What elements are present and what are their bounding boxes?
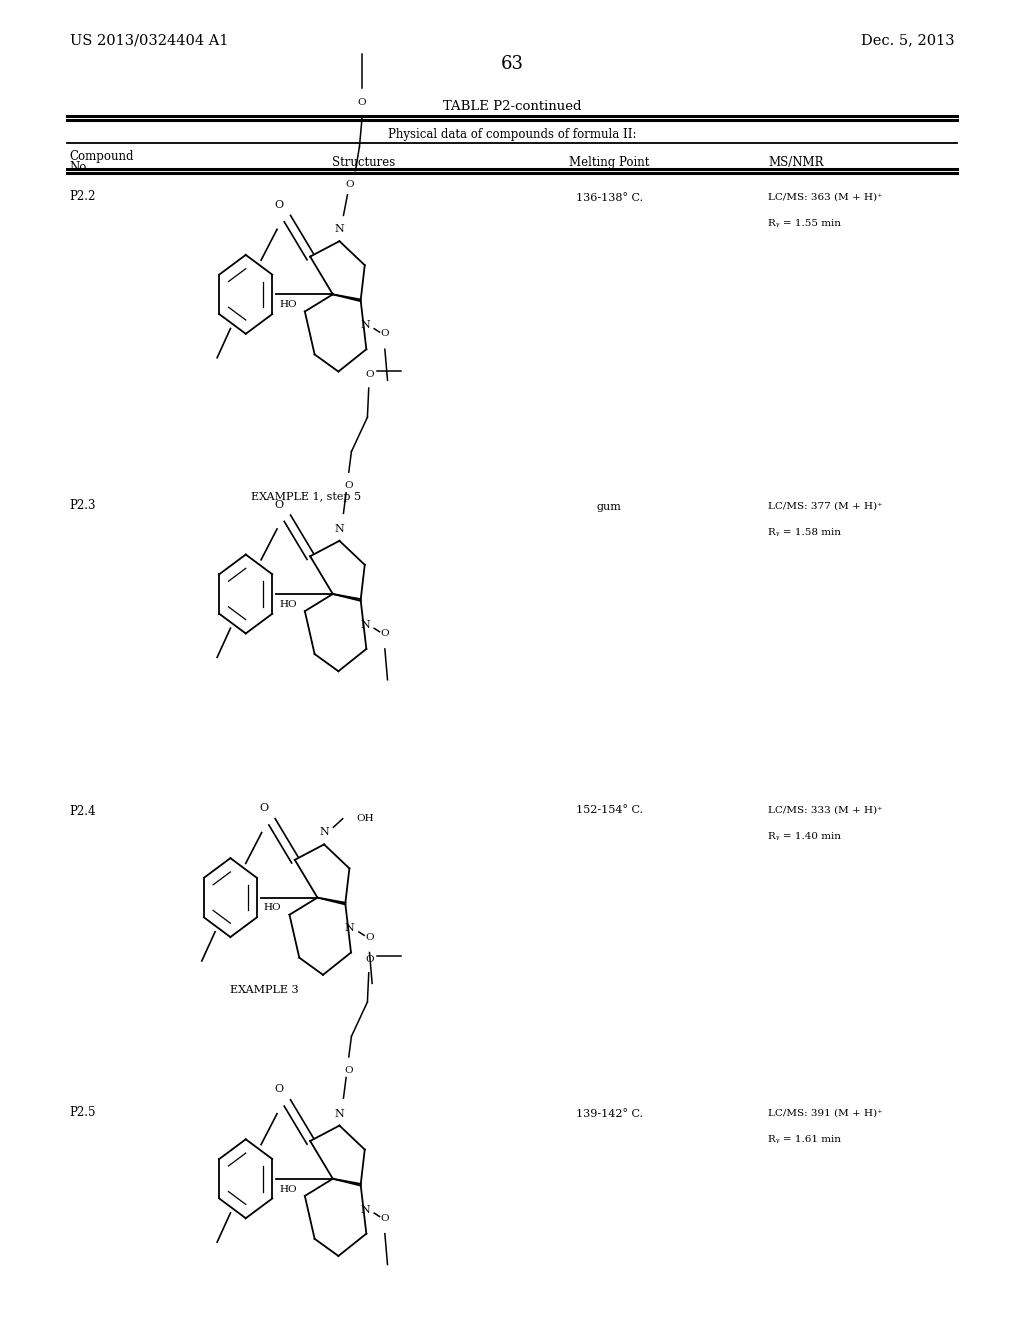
Text: HO: HO bbox=[280, 300, 297, 309]
Text: EXAMPLE 1, step 5: EXAMPLE 1, step 5 bbox=[251, 492, 361, 503]
Text: EXAMPLE 3: EXAMPLE 3 bbox=[230, 985, 299, 995]
Text: O: O bbox=[274, 500, 284, 510]
Text: LC/MS: 363 (M + H)⁺: LC/MS: 363 (M + H)⁺ bbox=[768, 193, 883, 202]
Text: P2.5: P2.5 bbox=[70, 1106, 96, 1119]
Text: O: O bbox=[381, 628, 389, 638]
Text: No.: No. bbox=[70, 161, 90, 174]
Text: Melting Point: Melting Point bbox=[569, 156, 649, 169]
Text: 152-154° C.: 152-154° C. bbox=[575, 805, 643, 816]
Text: P2.4: P2.4 bbox=[70, 805, 96, 818]
Text: LC/MS: 377 (M + H)⁺: LC/MS: 377 (M + H)⁺ bbox=[768, 502, 883, 511]
Text: O: O bbox=[366, 370, 375, 379]
Text: N: N bbox=[345, 924, 354, 933]
Text: Rᵧ = 1.40 min: Rᵧ = 1.40 min bbox=[768, 832, 841, 841]
Text: O: O bbox=[274, 1085, 284, 1094]
Text: Dec. 5, 2013: Dec. 5, 2013 bbox=[861, 33, 954, 48]
Text: N: N bbox=[360, 321, 370, 330]
Text: gum: gum bbox=[597, 502, 622, 512]
Text: 63: 63 bbox=[501, 55, 523, 74]
Text: US 2013/0324404 A1: US 2013/0324404 A1 bbox=[70, 33, 228, 48]
Text: Rᵧ = 1.61 min: Rᵧ = 1.61 min bbox=[768, 1135, 841, 1144]
Text: O: O bbox=[381, 1213, 389, 1222]
Text: Physical data of compounds of formula II:: Physical data of compounds of formula II… bbox=[388, 128, 636, 141]
Text: HO: HO bbox=[280, 1184, 297, 1193]
Text: O: O bbox=[344, 482, 353, 491]
Text: Structures: Structures bbox=[332, 156, 395, 169]
Text: P2.2: P2.2 bbox=[70, 190, 96, 203]
Text: LC/MS: 333 (M + H)⁺: LC/MS: 333 (M + H)⁺ bbox=[768, 805, 883, 814]
Text: O: O bbox=[381, 329, 389, 338]
Text: HO: HO bbox=[280, 599, 297, 609]
Text: 136-138° C.: 136-138° C. bbox=[575, 193, 643, 203]
Text: O: O bbox=[357, 98, 367, 107]
Text: O: O bbox=[366, 954, 375, 964]
Text: O: O bbox=[366, 932, 374, 941]
Text: O: O bbox=[344, 1067, 353, 1076]
Text: Rᵧ = 1.58 min: Rᵧ = 1.58 min bbox=[768, 528, 841, 537]
Text: N: N bbox=[335, 1109, 344, 1118]
Text: P2.3: P2.3 bbox=[70, 499, 96, 512]
Text: 139-142° C.: 139-142° C. bbox=[575, 1109, 643, 1119]
Text: LC/MS: 391 (M + H)⁺: LC/MS: 391 (M + H)⁺ bbox=[768, 1109, 883, 1118]
Text: N: N bbox=[360, 1205, 370, 1214]
Text: OH: OH bbox=[356, 814, 374, 824]
Text: O: O bbox=[274, 201, 284, 210]
Text: TABLE P2-continued: TABLE P2-continued bbox=[442, 100, 582, 114]
Text: Rᵧ = 1.55 min: Rᵧ = 1.55 min bbox=[768, 219, 841, 228]
Text: O: O bbox=[346, 180, 354, 189]
Text: N: N bbox=[319, 828, 329, 837]
Text: Compound: Compound bbox=[70, 150, 134, 164]
Text: MS/NMR: MS/NMR bbox=[768, 156, 823, 169]
Text: N: N bbox=[335, 524, 344, 533]
Text: O: O bbox=[259, 804, 268, 813]
Text: N: N bbox=[335, 224, 344, 234]
Text: N: N bbox=[360, 620, 370, 630]
Text: HO: HO bbox=[264, 903, 282, 912]
